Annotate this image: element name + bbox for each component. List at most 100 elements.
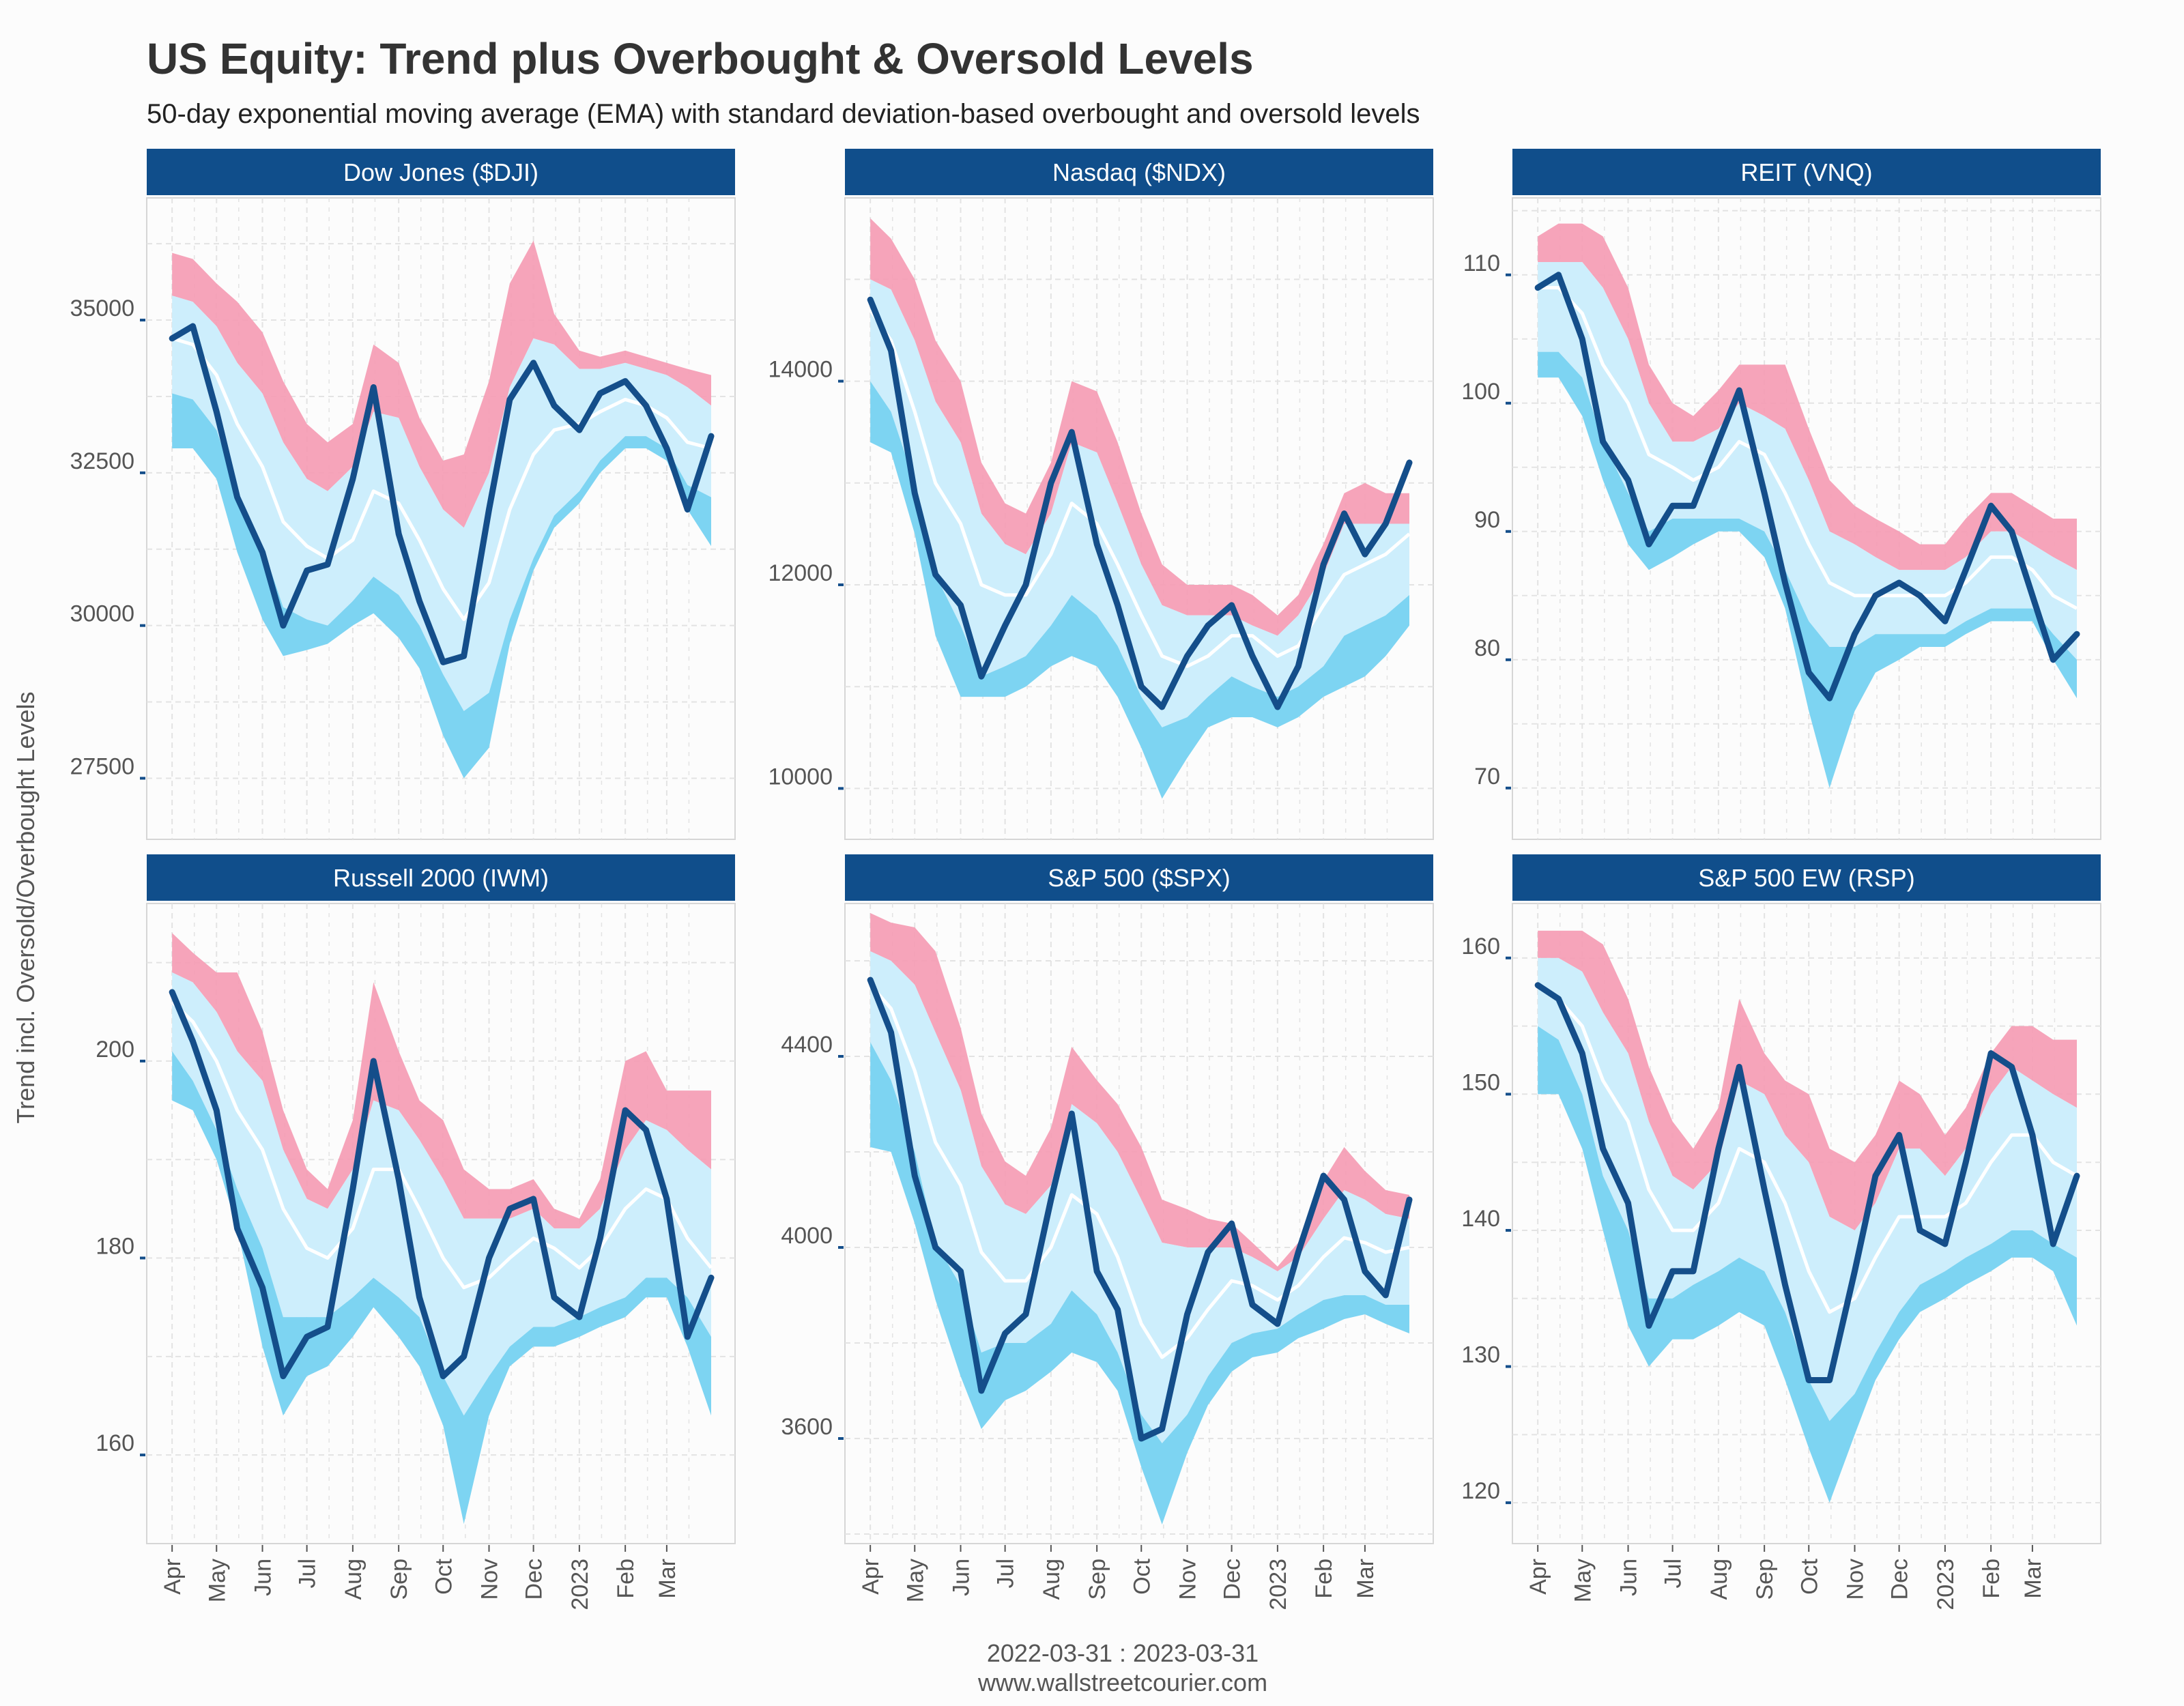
overbought-band [870,913,1409,1271]
y-tick-label: 12000 [768,560,833,586]
x-tick-label: Jul [1661,1559,1686,1588]
x-tick-label: Jun [1616,1559,1642,1596]
x-tick-label: Oct [1796,1558,1822,1594]
y-tick-label: 30000 [70,601,134,627]
price-line [169,323,715,665]
panel-russell-2000-iwm: Russell 2000 (IWM) 160 180 200 Apr May Jun Jul A… [96,854,736,1610]
y-tick-label: 14000 [768,357,833,383]
x-tick-label: Mar [655,1559,680,1599]
panel-nasdaq-ndx: Nasdaq ($NDX) 10000 12000 14000 [768,149,1434,840]
x-tick-label: 2023 [1933,1559,1959,1610]
x-tick-label: Feb [613,1559,639,1599]
x-tick-label: Nov [477,1559,503,1600]
y-tick-label: 160 [1461,934,1500,959]
oversold-band [1538,351,2077,788]
x-tick-label: Dec [1220,1559,1246,1600]
x-tick-label: Feb [1979,1559,2005,1599]
x-tick-label: 2023 [1265,1559,1291,1610]
panel-title: S&P 500 ($SPX) [1048,864,1231,892]
x-tick-label: Nov [1843,1559,1869,1600]
panel-title: Russell 2000 (IWM) [333,864,549,892]
x-tick-label: Feb [1311,1559,1337,1599]
trend-band [172,295,711,711]
x-tick-label: Aug [1039,1559,1065,1600]
overbought-band [172,933,711,1229]
date-range-caption: 2022-03-31 : 2023-03-31 [987,1639,1259,1667]
price-line [169,989,715,1380]
price-line [1534,982,2080,1384]
x-tick-label: Jun [250,1559,276,1596]
ema-line [1536,983,2078,1314]
chart-title: US Equity: Trend plus Overbought & Overs… [147,34,1254,83]
x-tick-label: May [204,1559,230,1602]
ema-line [171,1000,713,1290]
y-tick-label: 120 [1461,1478,1500,1504]
y-tick-label: 150 [1461,1069,1500,1095]
facet-panels: Dow Jones ($DJI) 27500 30000 32500 35000 Nasd… [70,149,2101,1610]
x-tick-label: Mar [1353,1559,1379,1599]
trend-band [870,279,1409,727]
panel-s-p-500-spx: S&P 500 ($SPX) 3600 4000 4400 Apr May Jun Jul Au… [781,854,1434,1610]
x-tick-label: Dec [521,1559,547,1600]
y-tick-label: 140 [1461,1206,1500,1232]
y-tick-label: 32500 [70,448,134,474]
x-tick-label: Jun [949,1559,975,1596]
x-tick-label: Aug [1706,1559,1732,1600]
x-tick-label: Sep [1084,1559,1110,1600]
panel-strip [147,149,735,195]
y-tick-label: 100 [1461,379,1500,405]
y-tick-label: 130 [1461,1342,1500,1368]
y-tick-label: 27500 [70,753,134,779]
panel-title: REIT (VNQ) [1740,158,1872,186]
panel-strip [1512,854,2101,901]
trend-band [1538,957,2077,1421]
panel-strip [1512,149,2101,195]
y-tick-label: 110 [1463,250,1500,276]
overbought-band [1538,930,2077,1230]
x-tick-label: Oct [431,1558,457,1594]
source-caption: www.wallstreetcourier.com [977,1668,1267,1696]
ema-line [869,983,1410,1359]
y-tick-label: 4000 [781,1223,833,1249]
x-tick-label: Jul [295,1559,321,1588]
x-tick-label: Apr [160,1559,186,1595]
oversold-band [172,393,711,779]
ema-line [869,308,1411,668]
price-line [867,977,1413,1442]
y-tick-label: 180 [96,1234,134,1260]
panel-dow-jones-dji: Dow Jones ($DJI) 27500 30000 32500 35000 [70,149,736,840]
x-tick-label: Oct [1129,1558,1155,1594]
overbought-band [870,218,1409,636]
panel-title: Dow Jones ($DJI) [343,158,538,186]
y-tick-label: 200 [96,1037,134,1062]
y-tick-label: 3600 [781,1414,833,1440]
panel-strip [845,149,1433,195]
y-tick-label: 4400 [781,1032,833,1058]
panel-title: Nasdaq ($NDX) [1052,158,1226,186]
x-tick-label: Sep [1752,1559,1778,1600]
x-tick-label: Aug [341,1559,367,1600]
ema-line [1538,286,2078,610]
x-tick-label: Nov [1175,1559,1201,1600]
panel-s-p-500-ew-rsp: S&P 500 EW (RSP) 120 130 140 150 160 Apr May Jun… [1461,854,2101,1610]
panel-strip [845,854,1433,901]
overbought-band [172,240,711,528]
x-tick-label: Apr [1525,1559,1551,1595]
ema-line [171,336,712,622]
y-axis-title: Trend incl. Oversold/Overbought Levels [12,692,40,1124]
chart-subtitle: 50-day exponential moving average (EMA) … [147,99,1420,129]
oversold-band [870,381,1409,799]
x-tick-label: May [902,1559,928,1602]
x-tick-label: Mar [2020,1559,2046,1599]
overbought-band [1538,223,2077,570]
y-tick-label: 35000 [70,295,134,321]
y-tick-label: 90 [1474,507,1500,533]
x-tick-label: Sep [386,1559,412,1600]
x-tick-label: Dec [1887,1559,1913,1600]
panel-title: S&P 500 EW (RSP) [1698,864,1914,892]
x-tick-label: Jul [993,1559,1019,1588]
trend-band [1538,262,2077,660]
y-tick-label: 70 [1474,764,1500,790]
panel-strip [147,854,735,901]
